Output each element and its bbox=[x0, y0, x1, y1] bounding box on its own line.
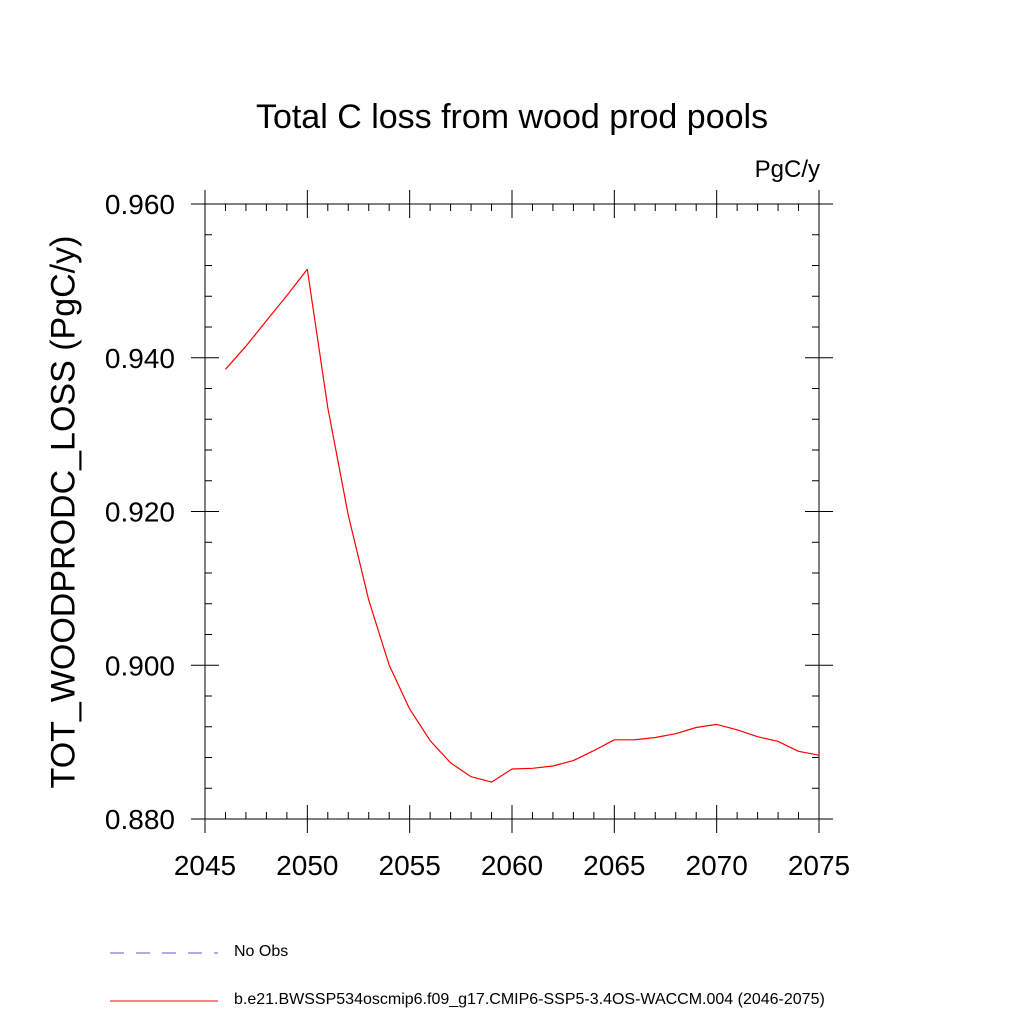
units-label: PgC/y bbox=[754, 156, 820, 183]
y-tick-label: 0.960 bbox=[105, 189, 175, 220]
x-tick-label: 2065 bbox=[583, 850, 645, 881]
x-tick-label: 2060 bbox=[481, 850, 543, 881]
x-tick-label: 2050 bbox=[276, 850, 338, 881]
y-tick-label: 0.900 bbox=[105, 650, 175, 681]
x-tick-label: 2055 bbox=[379, 850, 441, 881]
x-tick-label: 2070 bbox=[686, 850, 748, 881]
legend-label-series: b.e21.BWSSP534oscmip6.f09_g17.CMIP6-SSP5… bbox=[234, 991, 825, 1008]
series-line bbox=[225, 268, 820, 783]
y-tick-label: 0.920 bbox=[105, 497, 175, 528]
chart-title: Total C loss from wood prod pools bbox=[255, 98, 769, 136]
y-tick-label: 0.880 bbox=[105, 804, 175, 835]
y-axis-label: TOT_WOODPRODC_LOSS (PgC/y) bbox=[44, 235, 83, 789]
x-tick-label: 2045 bbox=[174, 850, 236, 881]
legend-label-no-obs: No Obs bbox=[234, 943, 289, 960]
x-tick-label: 2075 bbox=[788, 850, 850, 881]
y-tick-label: 0.940 bbox=[105, 343, 175, 374]
